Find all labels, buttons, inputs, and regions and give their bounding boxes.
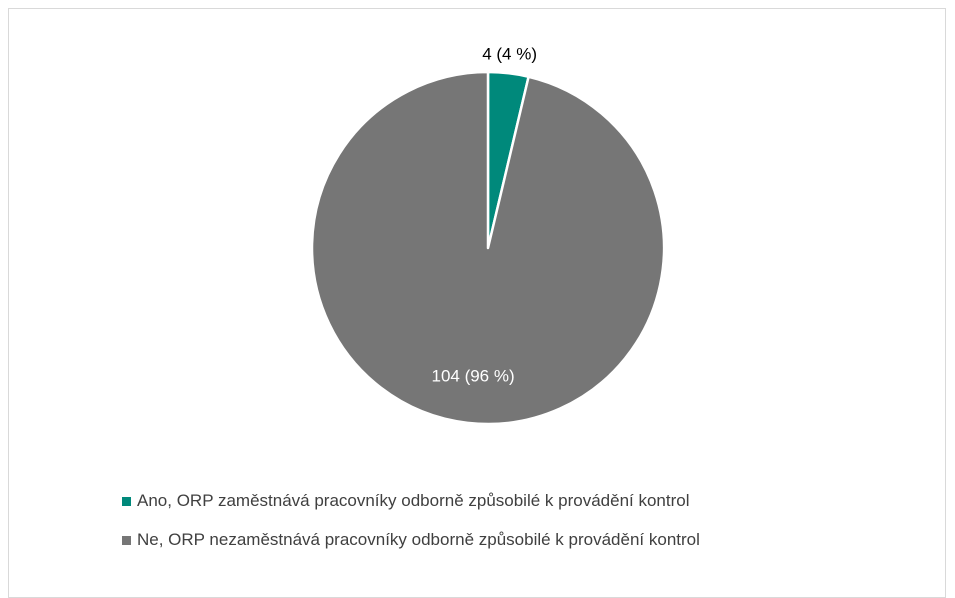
legend-item-ne: Ne, ORP nezaměstnává pracovníky odborně … xyxy=(122,529,700,551)
legend-label-ano: Ano, ORP zaměstnává pracovníky odborně z… xyxy=(137,491,690,510)
legend-swatch-ne xyxy=(122,535,131,545)
legend-label-ne: Ne, ORP nezaměstnává pracovníky odborně … xyxy=(137,530,700,549)
pie-data-labels: 4 (4 %) 104 (96 %) xyxy=(431,44,536,385)
legend-item-ano: Ano, ORP zaměstnává pracovníky odborně z… xyxy=(122,490,700,512)
legend: Ano, ORP zaměstnává pracovníky odborně z… xyxy=(122,490,700,568)
slice-label-ano: 4 (4 %) xyxy=(482,44,537,63)
slice-label-ne: 104 (96 %) xyxy=(431,367,514,386)
legend-swatch-ano xyxy=(122,496,131,506)
pie-chart: 4 (4 %) 104 (96 %) xyxy=(310,44,666,426)
pie-slices xyxy=(310,70,666,426)
pie-slice-ne xyxy=(310,70,666,426)
